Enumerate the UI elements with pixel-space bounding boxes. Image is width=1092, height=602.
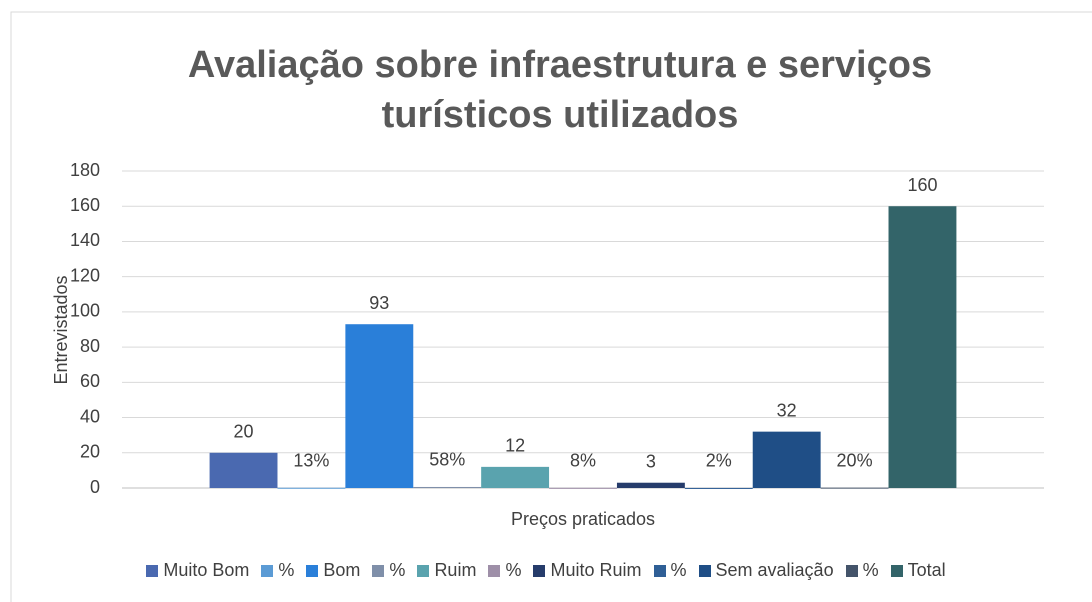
bar <box>616 482 685 488</box>
y-tick-label: 100 <box>70 301 100 321</box>
legend-label: Bom <box>323 560 361 580</box>
y-tick-label: 0 <box>90 477 100 497</box>
legend-item: Total <box>890 560 946 581</box>
bar <box>209 452 278 488</box>
legend-item: % <box>488 560 521 581</box>
legend-swatch <box>306 564 319 577</box>
y-tick-label: 20 <box>80 442 100 462</box>
legend-item: % <box>845 560 879 581</box>
legend-item: Ruim <box>417 560 476 581</box>
legend-item: % <box>261 560 294 581</box>
y-tick-label: 60 <box>80 371 100 391</box>
legend-label: % <box>670 560 687 580</box>
data-label: 20% <box>837 450 873 470</box>
y-tick-label: 140 <box>70 230 100 250</box>
bar <box>277 487 346 489</box>
data-label: 13% <box>293 451 329 471</box>
legend-item: Bom <box>306 560 360 581</box>
legend-swatch <box>653 564 666 577</box>
legend-swatch <box>533 564 546 577</box>
legend-swatch <box>146 564 159 577</box>
legend-swatch <box>417 564 430 577</box>
y-tick-label: 120 <box>70 265 100 285</box>
data-label: 93 <box>369 293 389 313</box>
legend-label: % <box>389 560 406 580</box>
legend-swatch <box>698 564 711 577</box>
bar <box>481 466 550 488</box>
legend-swatch <box>372 564 385 577</box>
legend-item: Muito Ruim <box>533 560 642 581</box>
chart-title: Avaliação sobre infraestrutura e serviço… <box>187 44 933 136</box>
legend: Muito Bom% Bom% Ruim% Muito Ruim% Sem avalia… <box>0 560 1092 581</box>
data-label: 160 <box>907 175 937 195</box>
bar <box>549 487 617 489</box>
data-label: 3 <box>646 451 656 471</box>
data-label: 8% <box>570 451 596 471</box>
legend-label: Ruim <box>434 560 477 580</box>
legend-label: Muito Bom <box>163 560 250 580</box>
data-label: 58% <box>429 450 465 470</box>
chart-border <box>10 11 1092 602</box>
bar <box>345 324 414 488</box>
legend-item: Sem avaliação <box>698 560 834 581</box>
legend-swatch <box>488 564 501 577</box>
data-label: 32 <box>777 400 797 420</box>
legend-label: % <box>862 560 879 580</box>
y-tick-label: 40 <box>80 406 100 426</box>
legend-swatch <box>890 564 903 577</box>
legend-swatch <box>261 564 274 577</box>
bar <box>752 431 821 488</box>
legend-item: % <box>372 560 405 581</box>
bar <box>413 486 482 488</box>
legend-item: Muito Bom <box>146 560 249 581</box>
y-tick-label: 160 <box>70 195 100 215</box>
data-label: 20 <box>234 422 254 442</box>
legend-label: Sem avaliação <box>715 560 834 580</box>
legend-label: Muito Ruim <box>550 560 642 580</box>
y-axis-label: Entrevistados <box>51 275 71 384</box>
bar <box>820 487 889 489</box>
legend-item: % <box>653 560 687 581</box>
legend-label: % <box>278 560 295 580</box>
y-tick-label: 180 <box>70 160 100 180</box>
bar <box>888 206 957 488</box>
legend-label: Total <box>907 560 946 580</box>
bar <box>684 487 753 489</box>
data-label: 12 <box>505 436 525 456</box>
data-label: 2% <box>706 451 732 471</box>
x-tick-label: Preços praticados <box>511 509 655 529</box>
legend-swatch <box>845 564 858 577</box>
legend-label: % <box>505 560 522 580</box>
y-tick-label: 80 <box>80 336 100 356</box>
